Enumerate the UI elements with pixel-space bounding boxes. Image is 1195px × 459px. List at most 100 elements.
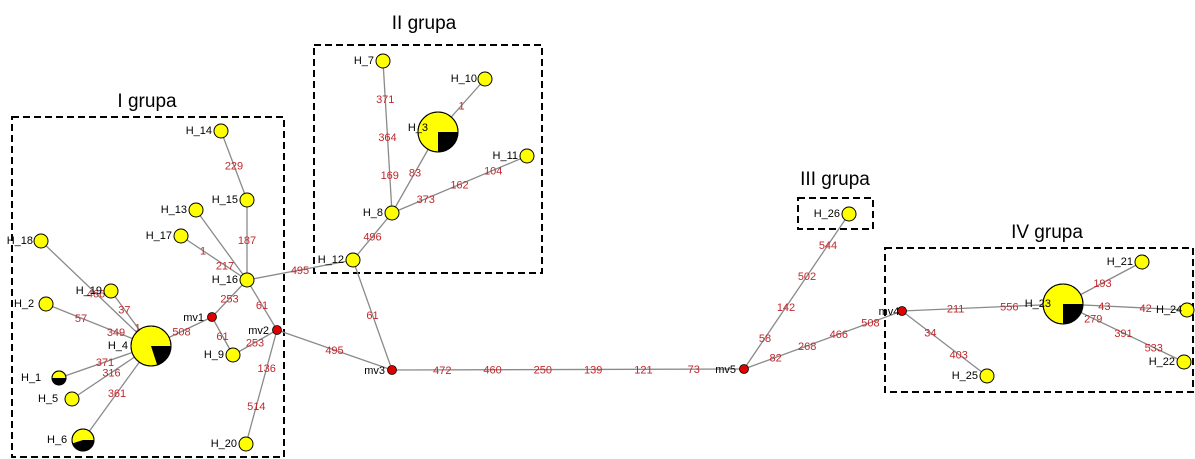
mutation-label: 544 [819, 240, 837, 252]
mutation-label: 364 [378, 132, 396, 144]
mutation-label: 533 [1145, 343, 1163, 355]
haplotype-node-H_8 [384, 205, 400, 221]
edge-mv2-H_20 [245, 329, 278, 445]
mutation-label: 250 [534, 365, 552, 377]
mutation-label: 229 [225, 161, 243, 173]
mutation-label: 508 [172, 327, 190, 339]
mutation-label: 43 [1098, 301, 1110, 313]
mutation-label: 268 [798, 341, 816, 353]
group-title-g2: II grupa [392, 13, 457, 34]
median-vector-label: mv1 [183, 312, 204, 324]
haplotype-node-H_18 [33, 233, 49, 249]
median-vector-label: mv5 [715, 364, 736, 376]
mutation-label: 104 [484, 165, 502, 177]
mutation-label: 187 [238, 235, 256, 247]
edge-H_4-H_18 [40, 240, 152, 347]
haplotype-label: H_14 [186, 125, 212, 137]
edge-H_12-H_8 [352, 212, 393, 261]
haplotype-label: H_21 [1107, 256, 1133, 268]
shared-fraction-slice [151, 346, 171, 366]
haplotype-label: H_19 [76, 285, 102, 297]
median-vector-mv1 [207, 312, 217, 322]
mutation-label: 42 [1140, 303, 1152, 315]
haplotype-label: H_25 [952, 370, 978, 382]
mutation-label: 139 [584, 364, 602, 376]
median-vector-mv3 [387, 365, 397, 375]
edge-H_16-H_17 [180, 235, 248, 281]
group-box-g1 [11, 116, 285, 458]
haplotype-node-H_7 [375, 53, 391, 69]
mutation-label: 58 [759, 333, 771, 345]
network-edges [40, 60, 1188, 445]
shared-fraction-slice [438, 132, 458, 152]
mutation-label: 83 [409, 168, 421, 180]
shared-fraction-slice [52, 378, 66, 385]
mutation-label: 508 [861, 318, 879, 330]
haplotype-node-H_4 [130, 325, 172, 367]
haplotype-label: H_6 [47, 434, 67, 446]
haplotype-node-H_11 [519, 148, 535, 164]
haplotype-label: H_13 [161, 204, 187, 216]
mutation-label: 371 [376, 94, 394, 106]
mutation-label: 61 [366, 310, 378, 322]
median-vector-label: mv3 [364, 365, 385, 377]
haplotype-node-H_26 [841, 206, 857, 222]
haplotype-node-H_6 [71, 428, 95, 452]
mutation-label: 495 [291, 265, 309, 277]
mutation-label: 1 [135, 323, 141, 335]
haplotype-node-H_24 [1179, 302, 1195, 318]
mutation-label: 371 [96, 357, 114, 369]
haplotype-node-H_19 [103, 283, 119, 299]
edge-H_16-mv2 [246, 279, 278, 331]
haplotype-node-H_9 [225, 347, 241, 363]
haplotype-node-H_25 [979, 368, 995, 384]
haplotype-node-H_5 [64, 391, 80, 407]
mutation-label: 211 [947, 304, 965, 316]
mutation-label: 472 [433, 365, 451, 377]
edge-H_16-H_13 [195, 209, 248, 281]
mutation-label: 279 [1084, 314, 1102, 326]
haplotype-node-H_2 [38, 296, 54, 312]
haplotype-node-H_16 [239, 272, 255, 288]
haplotype-label: H_7 [354, 55, 374, 67]
mutation-label: 556 [1000, 301, 1018, 313]
edge-H_8-H_11 [391, 155, 528, 214]
mutation-label: 162 [450, 180, 468, 192]
haplotype-label: H_15 [212, 194, 238, 206]
haplotype-node-H_15 [239, 192, 255, 208]
mutation-label: 1 [458, 101, 464, 113]
mutation-label: 361 [108, 388, 126, 400]
mutation-label: 82 [769, 352, 781, 364]
group-titles: I grupa II grupa III grupa IV grupa [117, 13, 1083, 243]
haplotype-label: H_26 [814, 208, 840, 220]
edge-H_8-H_7 [382, 60, 393, 214]
mutation-label: 169 [381, 170, 399, 182]
edge-H_23-H_22 [1062, 303, 1185, 363]
edge-H_12-mv3 [352, 259, 393, 371]
median-vector-mv2 [272, 325, 282, 335]
group-title-g4: IV grupa [1011, 222, 1083, 243]
group-title-g3: III grupa [800, 169, 870, 190]
haplotype-node-H_17 [173, 228, 189, 244]
mutation-label: 514 [247, 401, 265, 413]
mutation-label: 460 [483, 365, 501, 377]
haplotype-label: H_24 [1156, 304, 1182, 316]
mutation-label: 496 [363, 232, 381, 244]
edge-H_23-H_24 [1062, 303, 1188, 311]
edge-H_15-H_14 [220, 130, 248, 201]
mutation-label: 1 [200, 246, 206, 258]
haplotype-label: H_22 [1149, 356, 1175, 368]
haplotype-node-H_14 [213, 123, 229, 139]
haplotype-label: H_4 [108, 340, 128, 352]
haplotype-label: H_18 [7, 235, 33, 247]
haplotype-label: H_3 [408, 122, 428, 134]
shared-fraction-slice [72, 440, 94, 452]
median-vector-mv5 [739, 364, 749, 374]
mutation-label: 217 [216, 260, 234, 272]
edge-mv4-H_23 [901, 303, 1064, 312]
mutation-label: 121 [634, 364, 652, 376]
edge-mv5-H_26 [743, 213, 850, 370]
mutation-label: 34 [924, 328, 936, 340]
haplotype-label: H_12 [318, 254, 344, 266]
